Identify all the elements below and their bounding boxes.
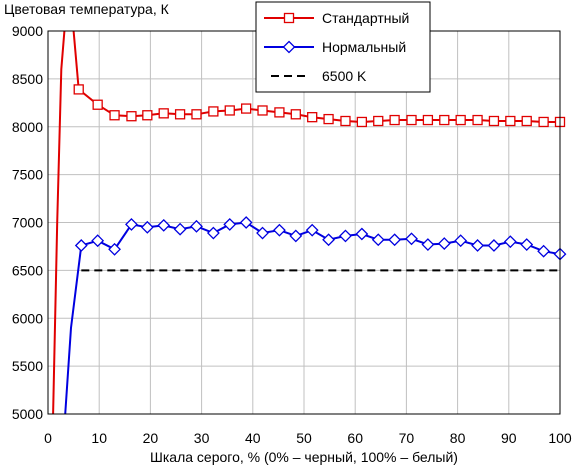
x-tick-label: 20 [143, 430, 159, 446]
series-square [52, 31, 566, 414]
legend-item: Стандартный [264, 10, 409, 26]
legend: Стандартный Нормальный 6500 K [255, 1, 431, 93]
data-point [322, 233, 335, 247]
data-point [454, 234, 468, 248]
data-point [126, 111, 137, 122]
data-point [340, 115, 351, 127]
data-point [405, 232, 418, 246]
x-axis-label: Шкала серого, % (0% – черный, 100% – бел… [150, 449, 458, 465]
data-point [257, 105, 268, 116]
x-tick-label: 30 [194, 430, 210, 446]
legend-marker [282, 40, 296, 54]
data-point [421, 238, 435, 251]
data-point [142, 110, 153, 121]
x-tick-label: 100 [548, 430, 572, 446]
data-point [173, 222, 187, 236]
data-point [406, 114, 417, 126]
data-point [356, 116, 368, 128]
data-point [290, 109, 301, 120]
data-point [505, 115, 516, 127]
data-point [355, 227, 369, 241]
data-point [487, 239, 501, 252]
data-point [538, 116, 549, 128]
x-tick-label: 0 [44, 430, 52, 446]
y-tick-label: 7000 [12, 215, 43, 231]
data-point [190, 219, 203, 233]
legend-label: 6500 K [322, 68, 367, 84]
y-tick-label: 8500 [12, 71, 43, 87]
legend-item: 6500 K [271, 68, 367, 84]
data-point [488, 115, 500, 127]
data-point [208, 106, 219, 117]
data-point [339, 229, 352, 243]
data-point [223, 217, 237, 231]
x-tick-label: 90 [501, 430, 517, 446]
x-tick-label: 40 [245, 430, 261, 446]
data-point [371, 233, 385, 247]
data-point [125, 217, 138, 231]
data-point [191, 109, 202, 120]
data-point [224, 105, 235, 116]
data-point [373, 115, 384, 127]
data-point [174, 109, 186, 120]
data-point [389, 114, 400, 126]
y-tick-label: 6000 [12, 310, 43, 326]
data-point [74, 239, 88, 252]
data-point [307, 112, 318, 123]
data-point [91, 234, 105, 248]
legend-item: Нормальный [264, 39, 406, 55]
data-point [520, 238, 534, 251]
data-point [305, 223, 319, 237]
y-tick-label: 5500 [12, 358, 43, 374]
legend-label: Нормальный [322, 39, 406, 55]
data-point [537, 244, 551, 258]
data-point [158, 108, 169, 119]
data-point [323, 113, 334, 125]
y-tick-labels: 5000 5500 6000 6500 7000 7500 8000 8500 9000 [12, 23, 43, 422]
data-point [503, 235, 517, 249]
data-point [472, 114, 483, 126]
data-point [73, 84, 84, 95]
data-point [439, 114, 450, 126]
data-point [273, 223, 286, 237]
data-point [471, 239, 484, 252]
data-point [388, 233, 402, 247]
data-point [521, 115, 532, 127]
data-point [206, 226, 220, 240]
data-point [239, 216, 253, 229]
x-tick-label: 70 [399, 430, 415, 446]
x-tick-label: 10 [91, 430, 107, 446]
x-tick-label: 80 [450, 430, 466, 446]
data-point [140, 220, 154, 234]
y-tick-label: 6500 [12, 262, 43, 278]
y-tick-label: 8000 [12, 119, 43, 135]
data-point [109, 110, 120, 121]
data-point [157, 218, 171, 232]
data-point [289, 229, 303, 243]
data-point [256, 226, 269, 240]
x-tick-labels: 0 10 20 30 40 50 60 70 80 90 100 [44, 430, 572, 446]
x-tick-label: 50 [296, 430, 312, 446]
series-diamond [64, 216, 567, 414]
data-point [437, 237, 451, 250]
data-point [274, 107, 285, 118]
data-point [455, 114, 466, 126]
legend-label: Стандартный [322, 10, 409, 26]
y-axis-label: Цветовая температура, К [4, 1, 170, 17]
data-point [422, 114, 434, 126]
data-point [240, 103, 252, 114]
data-point [108, 242, 121, 256]
series-layer [52, 31, 567, 414]
y-tick-label: 9000 [12, 23, 43, 39]
y-tick-label: 5000 [12, 406, 43, 422]
x-tick-label: 60 [347, 430, 363, 446]
legend-marker [283, 12, 295, 24]
data-point [92, 99, 103, 110]
y-tick-label: 7500 [12, 167, 43, 183]
